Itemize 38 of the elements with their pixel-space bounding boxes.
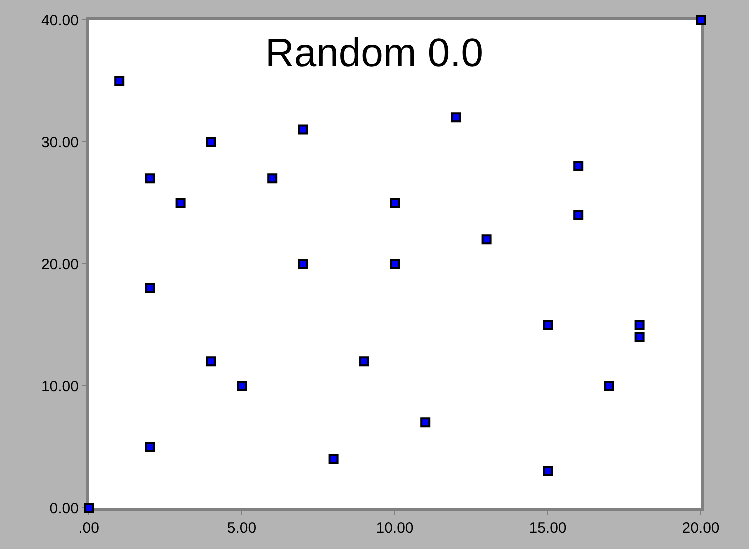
point <box>206 137 216 147</box>
x-tick-label: .00 <box>78 520 100 537</box>
point <box>145 442 156 452</box>
point <box>145 174 156 184</box>
point <box>328 454 339 464</box>
point <box>420 418 431 428</box>
point <box>206 356 216 367</box>
point <box>145 283 156 294</box>
point <box>696 15 706 25</box>
point <box>268 174 278 184</box>
x-tick-label: 5.00 <box>227 520 257 537</box>
point <box>451 112 462 123</box>
x-tick-label: 20.00 <box>682 520 720 537</box>
point <box>359 356 370 367</box>
y-tick-label: 0.00 <box>50 500 79 518</box>
point <box>543 466 553 476</box>
y-tick-label: 30.00 <box>41 134 79 152</box>
y-tick-label: 40.00 <box>41 12 79 30</box>
point <box>176 198 186 208</box>
point <box>84 503 94 513</box>
point <box>482 234 492 245</box>
point <box>574 161 584 172</box>
y-tick-label: 20.00 <box>41 256 79 274</box>
point <box>634 332 645 342</box>
point <box>574 210 584 220</box>
point <box>114 76 125 86</box>
point <box>634 320 645 330</box>
chart-title: Random 0.0 <box>266 31 484 76</box>
point <box>298 124 308 135</box>
point <box>390 259 400 269</box>
x-tick-label: 15.00 <box>529 520 567 537</box>
point <box>390 198 400 208</box>
x-tick-label: 10.00 <box>376 520 414 537</box>
point <box>298 259 308 269</box>
point <box>604 381 614 391</box>
point <box>543 320 553 330</box>
point <box>237 381 247 391</box>
y-tick-label: 10.00 <box>41 378 79 396</box>
